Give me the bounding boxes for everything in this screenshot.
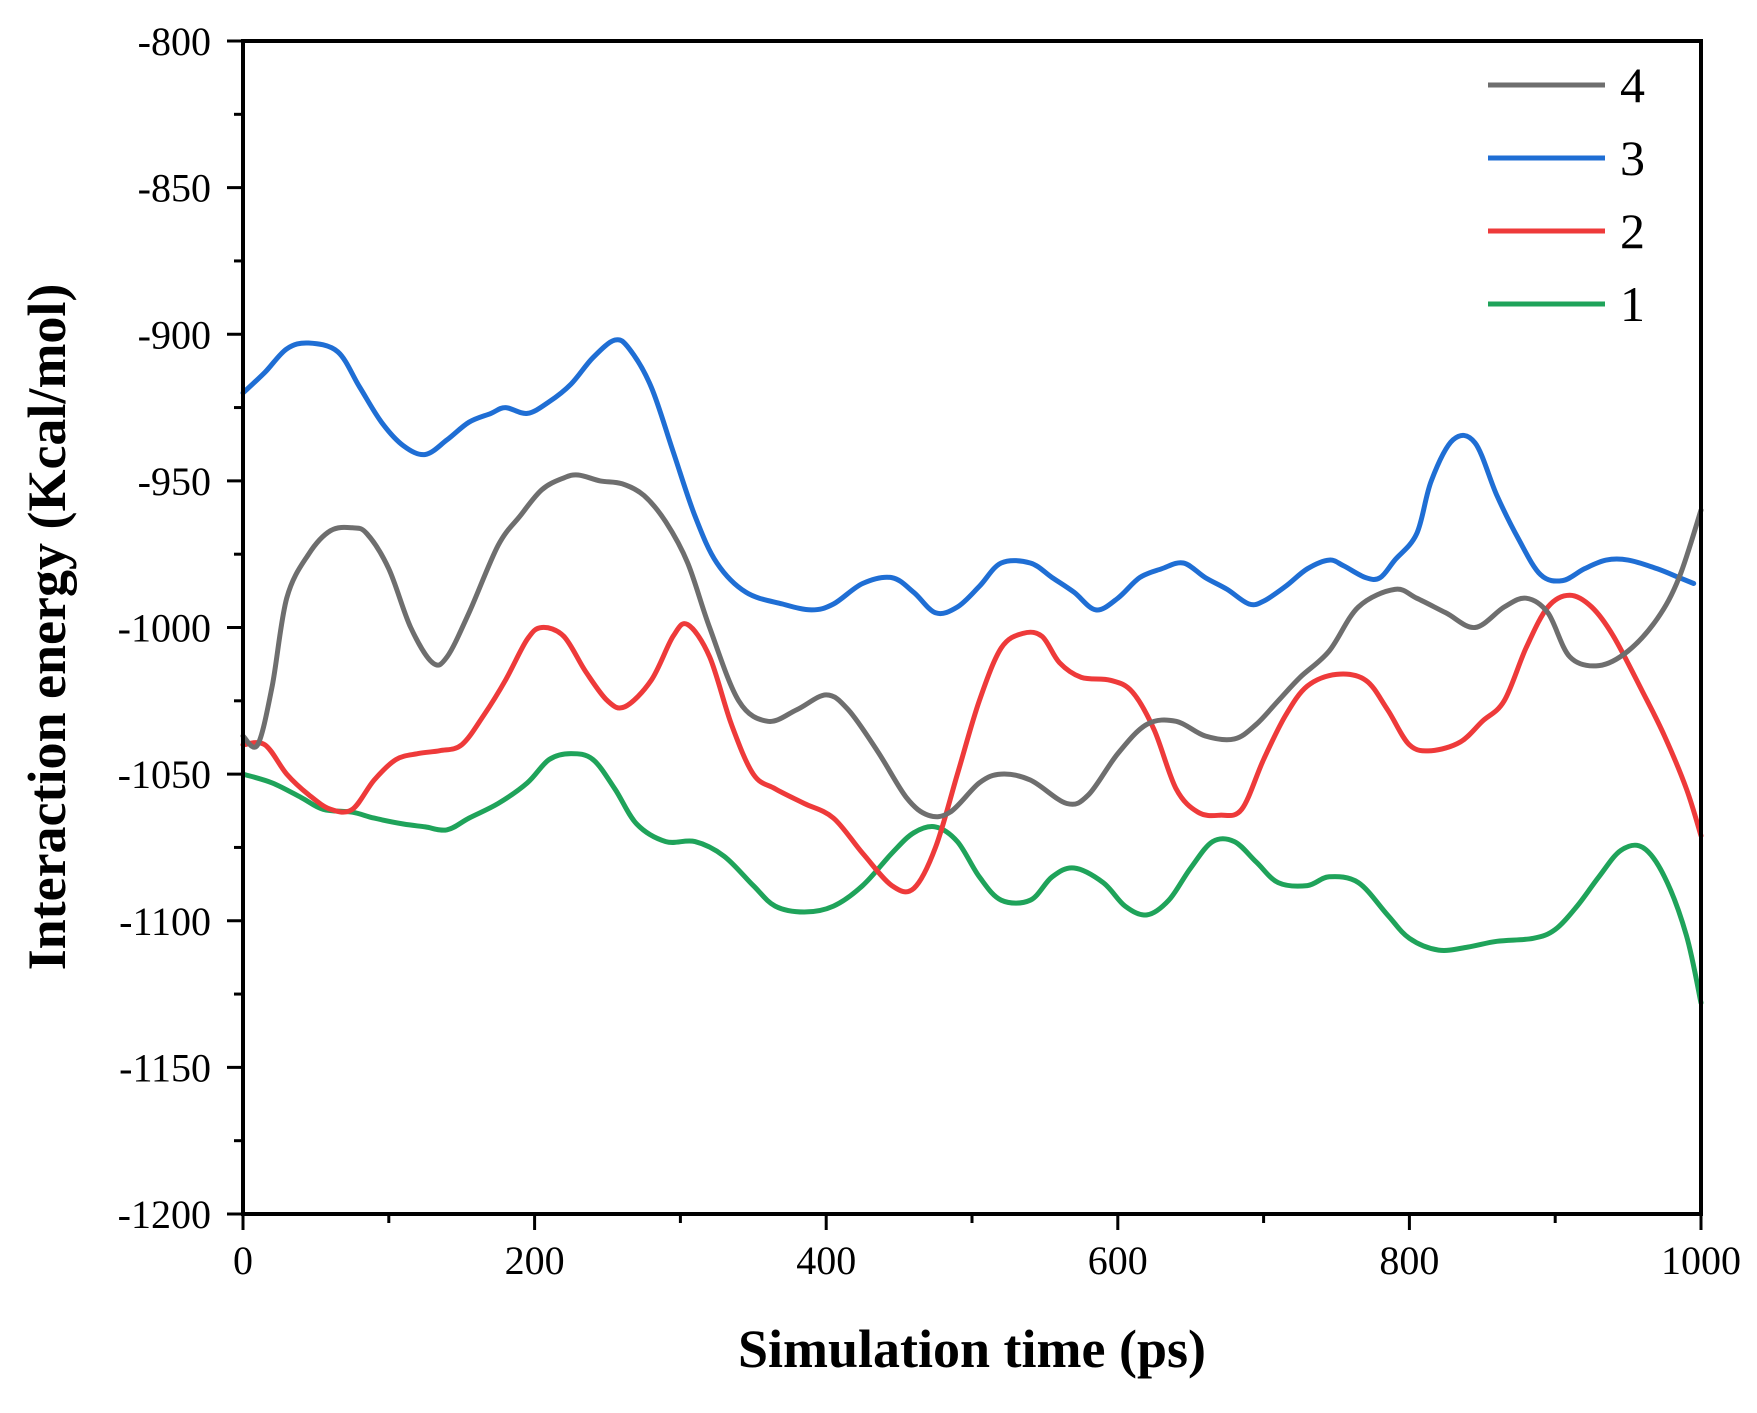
legend-label-4: 4 <box>1620 57 1645 113</box>
y-tick-label: -950 <box>138 459 211 504</box>
x-axis: 0 200 400 600 800 1000 <box>233 1214 1741 1283</box>
legend-label-3: 3 <box>1620 130 1645 186</box>
x-tick-label: 400 <box>796 1238 856 1283</box>
legend: 4 3 2 1 <box>1488 57 1645 332</box>
y-tick-label: -1050 <box>118 752 211 797</box>
y-tick-label: -900 <box>138 312 211 357</box>
series-line-1 <box>240 751 1704 1006</box>
legend-label-2: 2 <box>1620 203 1645 259</box>
y-tick-label: -1100 <box>119 899 211 944</box>
y-axis-title: Interaction energy (Kcal/mol) <box>17 284 77 971</box>
y-tick-label: -1000 <box>118 606 211 651</box>
x-tick-label: 200 <box>505 1238 565 1283</box>
y-tick-label: -1150 <box>119 1045 211 1090</box>
series-line-4 <box>240 472 1704 820</box>
x-axis-title: Simulation time (ps) <box>738 1319 1206 1379</box>
y-tick-label: -1200 <box>118 1192 211 1237</box>
y-axis: -800 -850 -900 -950 -1000 -1050 -1100 -1150 -120… <box>118 19 243 1237</box>
legend-label-1: 1 <box>1620 276 1645 332</box>
x-tick-label: 600 <box>1088 1238 1148 1283</box>
series-line-2 <box>240 592 1704 895</box>
y-tick-label: -800 <box>138 19 211 64</box>
series-line-3 <box>240 337 1697 617</box>
x-tick-label: 0 <box>233 1238 253 1283</box>
x-tick-label: 800 <box>1379 1238 1439 1283</box>
series-layer <box>240 337 1704 1006</box>
x-tick-label: 1000 <box>1661 1238 1741 1283</box>
y-tick-label: -850 <box>138 166 211 211</box>
